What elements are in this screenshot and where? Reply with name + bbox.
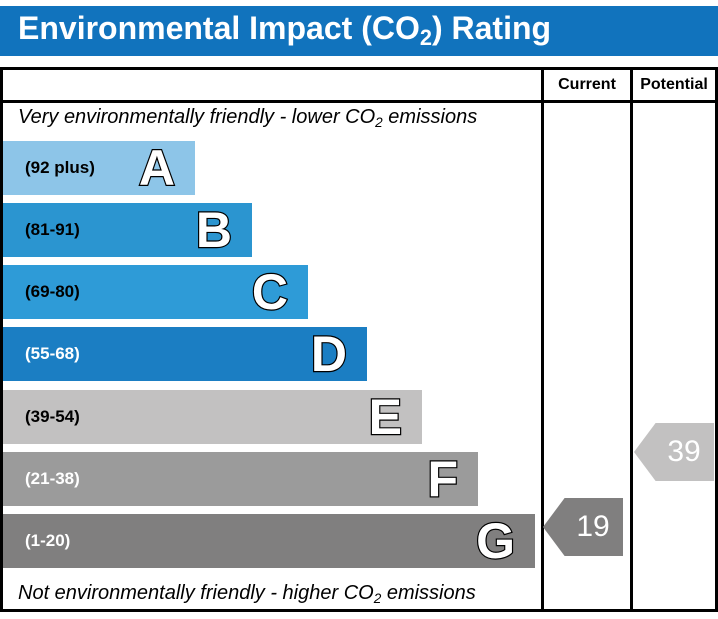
bottom-note-subscript: 2	[373, 590, 382, 606]
top-note-subscript: 2	[375, 114, 383, 130]
title-bar: Environmental Impact (CO2) Rating	[0, 6, 718, 56]
band-letter: C	[251, 264, 290, 320]
band-letter: G	[475, 513, 516, 569]
band-range-label: (69-80)	[25, 282, 80, 301]
bottom-note: Not environmentally friendly - higher CO…	[18, 582, 476, 606]
current-rating-arrow: 19	[543, 498, 623, 556]
rating-table: Current Potential Very environmentally f…	[0, 67, 718, 612]
band-row-D: (55-68) D	[3, 327, 367, 381]
band-row-F: (21-38) F	[3, 452, 478, 506]
column-header-potential: Potential	[640, 76, 708, 93]
band-range-label: (81-91)	[25, 220, 80, 239]
band-range-label: (92 plus)	[25, 158, 95, 177]
band-range-label: (1-20)	[25, 531, 71, 550]
band-row-G: (1-20) G	[3, 514, 535, 568]
band-letter: B	[195, 202, 234, 258]
band-range-label: (21-38)	[25, 469, 80, 488]
current-rating-value: 19	[576, 510, 610, 543]
column-divider-current	[541, 70, 544, 609]
header-divider	[3, 100, 715, 103]
band-letter: F	[426, 451, 459, 507]
title-subscript: 2	[419, 25, 432, 51]
band-letter: E	[367, 389, 403, 445]
band-row-B: (81-91) B	[3, 203, 252, 257]
band-letter: A	[138, 140, 177, 196]
column-divider-potential	[630, 70, 633, 609]
column-header-current: Current	[558, 76, 616, 93]
top-note: Very environmentally friendly - lower CO…	[18, 106, 478, 130]
potential-rating-arrow: 39	[634, 423, 714, 481]
band-row-A: (92 plus) A	[3, 141, 195, 195]
band-row-E: (39-54) E	[3, 390, 422, 444]
band-range-label: (39-54)	[25, 407, 80, 426]
page-title: Environmental Impact (CO2) Rating	[18, 10, 552, 51]
band-range-label: (55-68)	[25, 344, 80, 363]
band-row-C: (69-80) C	[3, 265, 308, 319]
band-letter: D	[310, 326, 349, 382]
potential-rating-value: 39	[667, 435, 701, 468]
